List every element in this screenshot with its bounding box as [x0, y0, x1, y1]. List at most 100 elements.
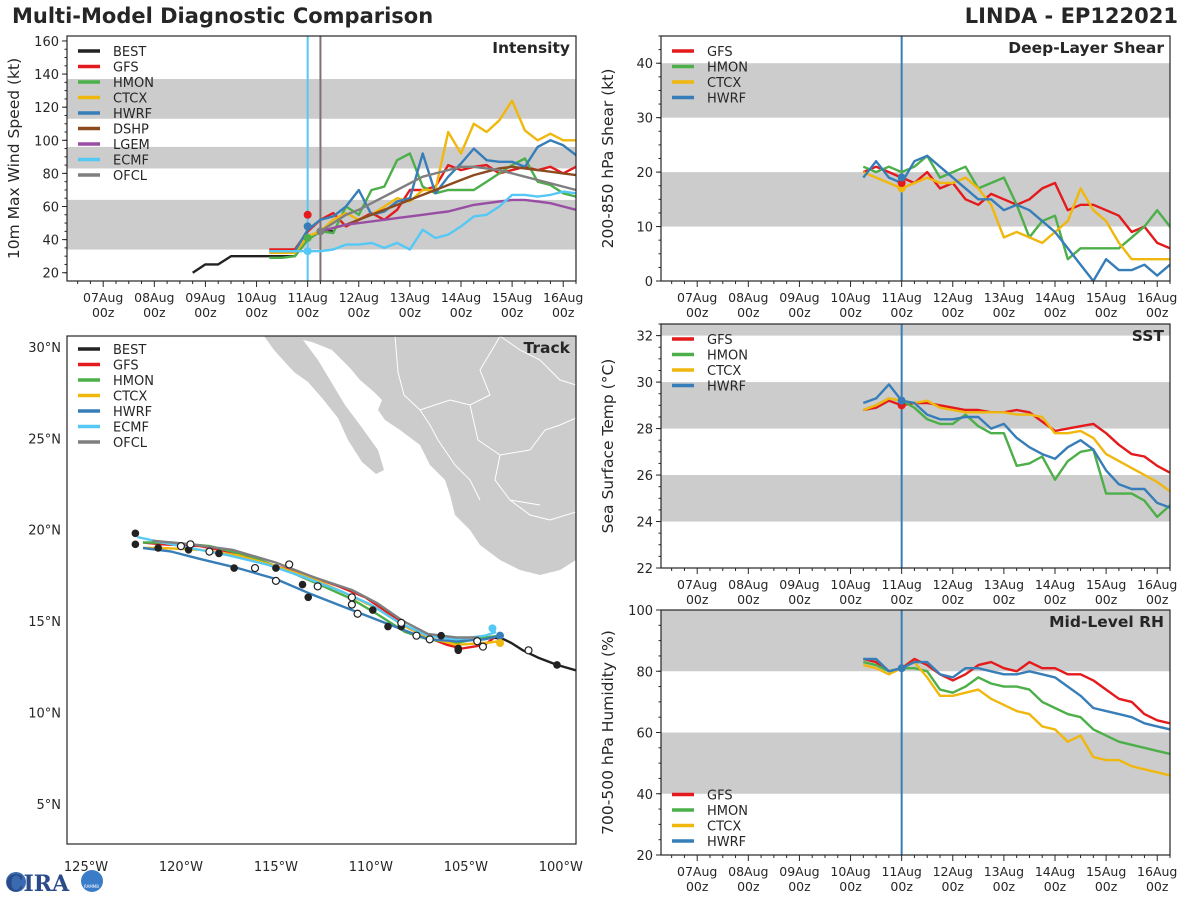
- state-border: [509, 499, 576, 521]
- x-tick-label-hour: 00z: [737, 592, 760, 607]
- x-tick-label-hour: 00z: [993, 879, 1016, 894]
- state-border: [529, 417, 576, 451]
- legend-label-ecmf: ECMF: [113, 154, 149, 169]
- map-area: [131, 336, 576, 672]
- series-line-gfs: [863, 657, 1170, 725]
- legend-label-gfs: GFS: [707, 789, 733, 804]
- lat-tick-label: 25°N: [28, 432, 61, 447]
- x-tick-label-hour: 00z: [1044, 879, 1067, 894]
- x-tick-label-date: 11Aug: [881, 290, 921, 305]
- series-line-gfs: [269, 163, 576, 251]
- shaded-band: [661, 63, 1170, 118]
- series-line-hwrf: [863, 657, 1170, 731]
- state-border: [494, 454, 541, 506]
- x-tick-label-hour: 00z: [942, 879, 965, 894]
- panel-title: Track: [524, 339, 571, 357]
- x-tick-label-hour: 00z: [839, 305, 862, 320]
- y-tick-label: 80: [42, 167, 59, 182]
- track-marker-12z: [347, 600, 356, 609]
- legend-label-gfs: GFS: [707, 333, 733, 348]
- series-line-hwrf: [862, 154, 1170, 281]
- x-tick-label-hour: 00z: [92, 305, 115, 320]
- series-line-ctcx: [269, 99, 576, 255]
- init-marker-ecmf: [303, 247, 312, 256]
- x-tick-label-hour: 00z: [245, 305, 268, 320]
- lat-tick-label: 15°N: [28, 615, 61, 630]
- track-line-ctcx: [143, 546, 501, 646]
- legend-label-hmon: HMON: [113, 76, 154, 91]
- y-tick-label: 120: [34, 101, 59, 116]
- globe-icon: [6, 872, 26, 892]
- state-border: [403, 394, 456, 466]
- track-marker-12z: [353, 609, 362, 618]
- x-tick-label-date: 14Aug: [1035, 864, 1075, 879]
- track-marker-00z: [553, 661, 561, 669]
- x-tick-label-date: 08Aug: [134, 290, 174, 305]
- legend-label-hmon: HMON: [707, 804, 748, 819]
- x-tick-label-hour: 00z: [1095, 305, 1118, 320]
- y-axis-label: Sea Surface Temp (°C): [599, 359, 617, 534]
- plot-area: [661, 610, 1170, 855]
- series-line-dshp: [320, 165, 576, 233]
- y-axis-label: 10m Max Wind Speed (kt): [5, 58, 23, 259]
- x-tick-label-date: 07Aug: [677, 290, 717, 305]
- x-tick-label-date: 13Aug: [984, 577, 1024, 592]
- y-tick-label: 30: [636, 112, 653, 127]
- x-tick-label-date: 16Aug: [1137, 290, 1177, 305]
- init-marker-hwrf: [303, 222, 312, 231]
- x-tick-label-hour: 00z: [788, 592, 811, 607]
- track-marker-00z: [230, 564, 238, 572]
- state-border: [469, 404, 531, 456]
- x-tick-label-hour: 00z: [737, 879, 760, 894]
- x-tick-label-date: 12Aug: [339, 290, 379, 305]
- x-tick-label-date: 14Aug: [441, 290, 481, 305]
- x-tick-label-hour: 00z: [686, 879, 709, 894]
- y-axis-label: 700-500 hPa Humidity (%): [599, 630, 617, 835]
- panel-track: 5°N 10°N 15°N 20°N 25°N 30°N 125°W 120°W 115°W 11…: [28, 335, 583, 875]
- x-tick-label-hour: 00z: [788, 879, 811, 894]
- y-tick-label: 80: [636, 665, 653, 680]
- x-tick-label-date: 16Aug: [543, 290, 583, 305]
- x-tick-label-date: 10Aug: [830, 864, 870, 879]
- series-line-hmon: [269, 152, 576, 259]
- x-tick-label-hour: 00z: [1146, 305, 1169, 320]
- legend-label-hwrf: HWRF: [113, 405, 152, 420]
- x-tick-label-hour: 00z: [296, 305, 319, 320]
- x-tick-label-date: 11Aug: [881, 864, 921, 879]
- x-tick-label-hour: 00z: [348, 305, 371, 320]
- y-tick-label: 24: [636, 516, 653, 531]
- series-line-ecmf: [269, 190, 576, 253]
- y-tick-label: 40: [636, 788, 653, 803]
- y-axis-label: 200-850 hPa Shear (kt): [599, 69, 617, 249]
- x-tick-label-hour: 00z: [1044, 592, 1067, 607]
- plot-area: [661, 36, 1170, 281]
- series-line-hmon: [862, 397, 1170, 519]
- legend-label-hwrf: HWRF: [113, 107, 152, 122]
- legend-label-ctcx: CTCX: [707, 76, 741, 91]
- rammb-label: RAMMB: [84, 884, 99, 889]
- panel-intensity: 2040608010012014016007Aug00z08Aug00z09Au…: [5, 35, 583, 320]
- x-tick-label-hour: 00z: [993, 305, 1016, 320]
- series-line-hwrf: [862, 383, 1170, 509]
- x-tick-label-date: 16Aug: [1137, 864, 1177, 879]
- x-tick-label-date: 15Aug: [1086, 864, 1126, 879]
- panel-title: Deep-Layer Shear: [1008, 39, 1164, 57]
- track-marker-12z: [271, 576, 281, 585]
- lat-tick-label: 20°N: [28, 524, 61, 539]
- init-marker-ctcx: [496, 638, 505, 647]
- track-marker-12z: [186, 540, 195, 549]
- x-tick-label-date: 12Aug: [933, 577, 973, 592]
- track-marker-12z: [412, 631, 421, 640]
- y-tick-label: 32: [636, 330, 653, 345]
- x-tick-label-hour: 00z: [993, 592, 1016, 607]
- legend-label-hmon: HMON: [113, 374, 154, 389]
- state-border: [499, 336, 576, 386]
- series-line-lgem: [320, 198, 576, 233]
- legend-label-ctcx: CTCX: [707, 820, 741, 835]
- x-tick-label-hour: 00z: [552, 305, 575, 320]
- legend-label-hwrf: HWRF: [707, 92, 746, 107]
